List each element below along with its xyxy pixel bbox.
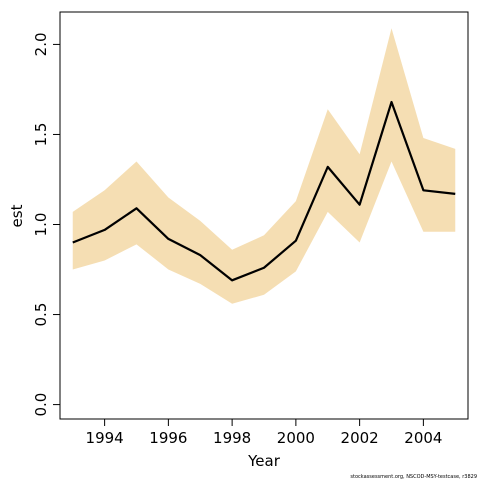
x-tick-label: 2000: [277, 429, 315, 447]
x-axis-title: Year: [247, 452, 281, 470]
confidence-band-layer: [72, 28, 456, 304]
footnote: stockassessment.org, NSCOD-MSY-testcase,…: [350, 474, 477, 480]
estimate-line: [72, 100, 456, 282]
y-axis: 0.0 0.5 1.0 1.5 2.0: [32, 32, 61, 417]
x-tick-label: 1996: [149, 429, 187, 447]
y-tick-label: 0.5: [32, 303, 50, 327]
x-tick-label: 1994: [86, 429, 124, 447]
y-tick-label: 0.0: [32, 393, 50, 417]
x-tick-label: 2004: [404, 429, 442, 447]
y-tick-label: 1.0: [32, 213, 50, 237]
y-axis-title: est: [8, 204, 26, 227]
x-axis: 1994 1996 1998 2000 2002 2004: [86, 418, 442, 447]
x-tick-label: 1998: [213, 429, 251, 447]
confidence-band: [72, 28, 456, 304]
y-tick-label: 1.5: [32, 123, 50, 147]
y-tick-label: 2.0: [32, 32, 50, 56]
x-tick-label: 2002: [341, 429, 379, 447]
estimate-line-layer: [72, 100, 456, 282]
